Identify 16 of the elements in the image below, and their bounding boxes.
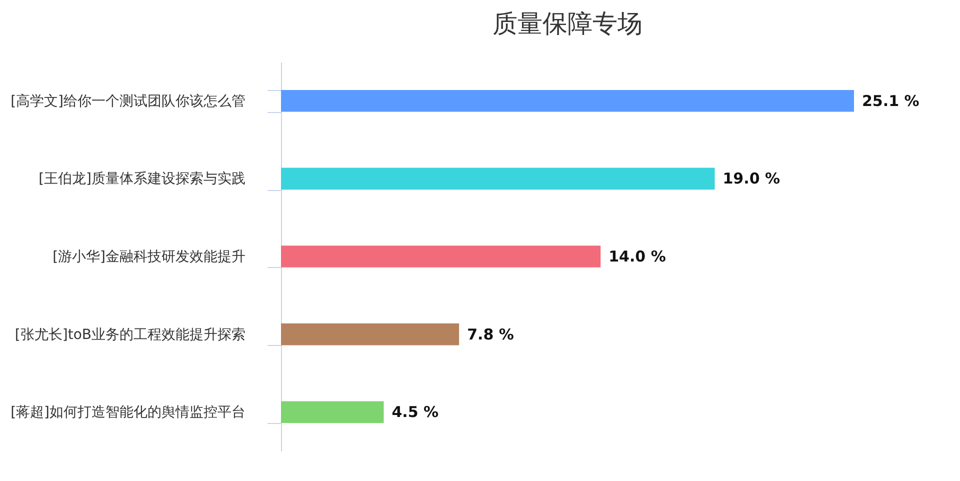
chart-title: 质量保障专场 — [492, 9, 642, 38]
data-label: 4.5 % — [392, 403, 439, 422]
data-label: 19.0 % — [722, 170, 780, 188]
y-tick-label: [蒋超]如何打造智能化的舆情监控平台 — [10, 404, 246, 421]
y-tick-label: [张尤长]toB业务的工程效能提升探索 — [14, 326, 246, 343]
bar — [281, 246, 601, 268]
bar — [281, 168, 715, 190]
bar — [281, 401, 384, 423]
y-tick-label: [游小华]金融科技研发效能提升 — [52, 249, 246, 265]
data-label: 7.8 % — [467, 325, 514, 344]
bar — [281, 323, 460, 346]
data-label: 25.1 % — [862, 92, 920, 110]
bar — [281, 90, 854, 112]
y-tick-label: [高学文]给你一个测试团队你该怎么管 — [10, 93, 246, 110]
y-tick-label: [王伯龙]质量体系建设探索与实践 — [38, 171, 246, 188]
data-label: 14.0 % — [608, 248, 666, 266]
